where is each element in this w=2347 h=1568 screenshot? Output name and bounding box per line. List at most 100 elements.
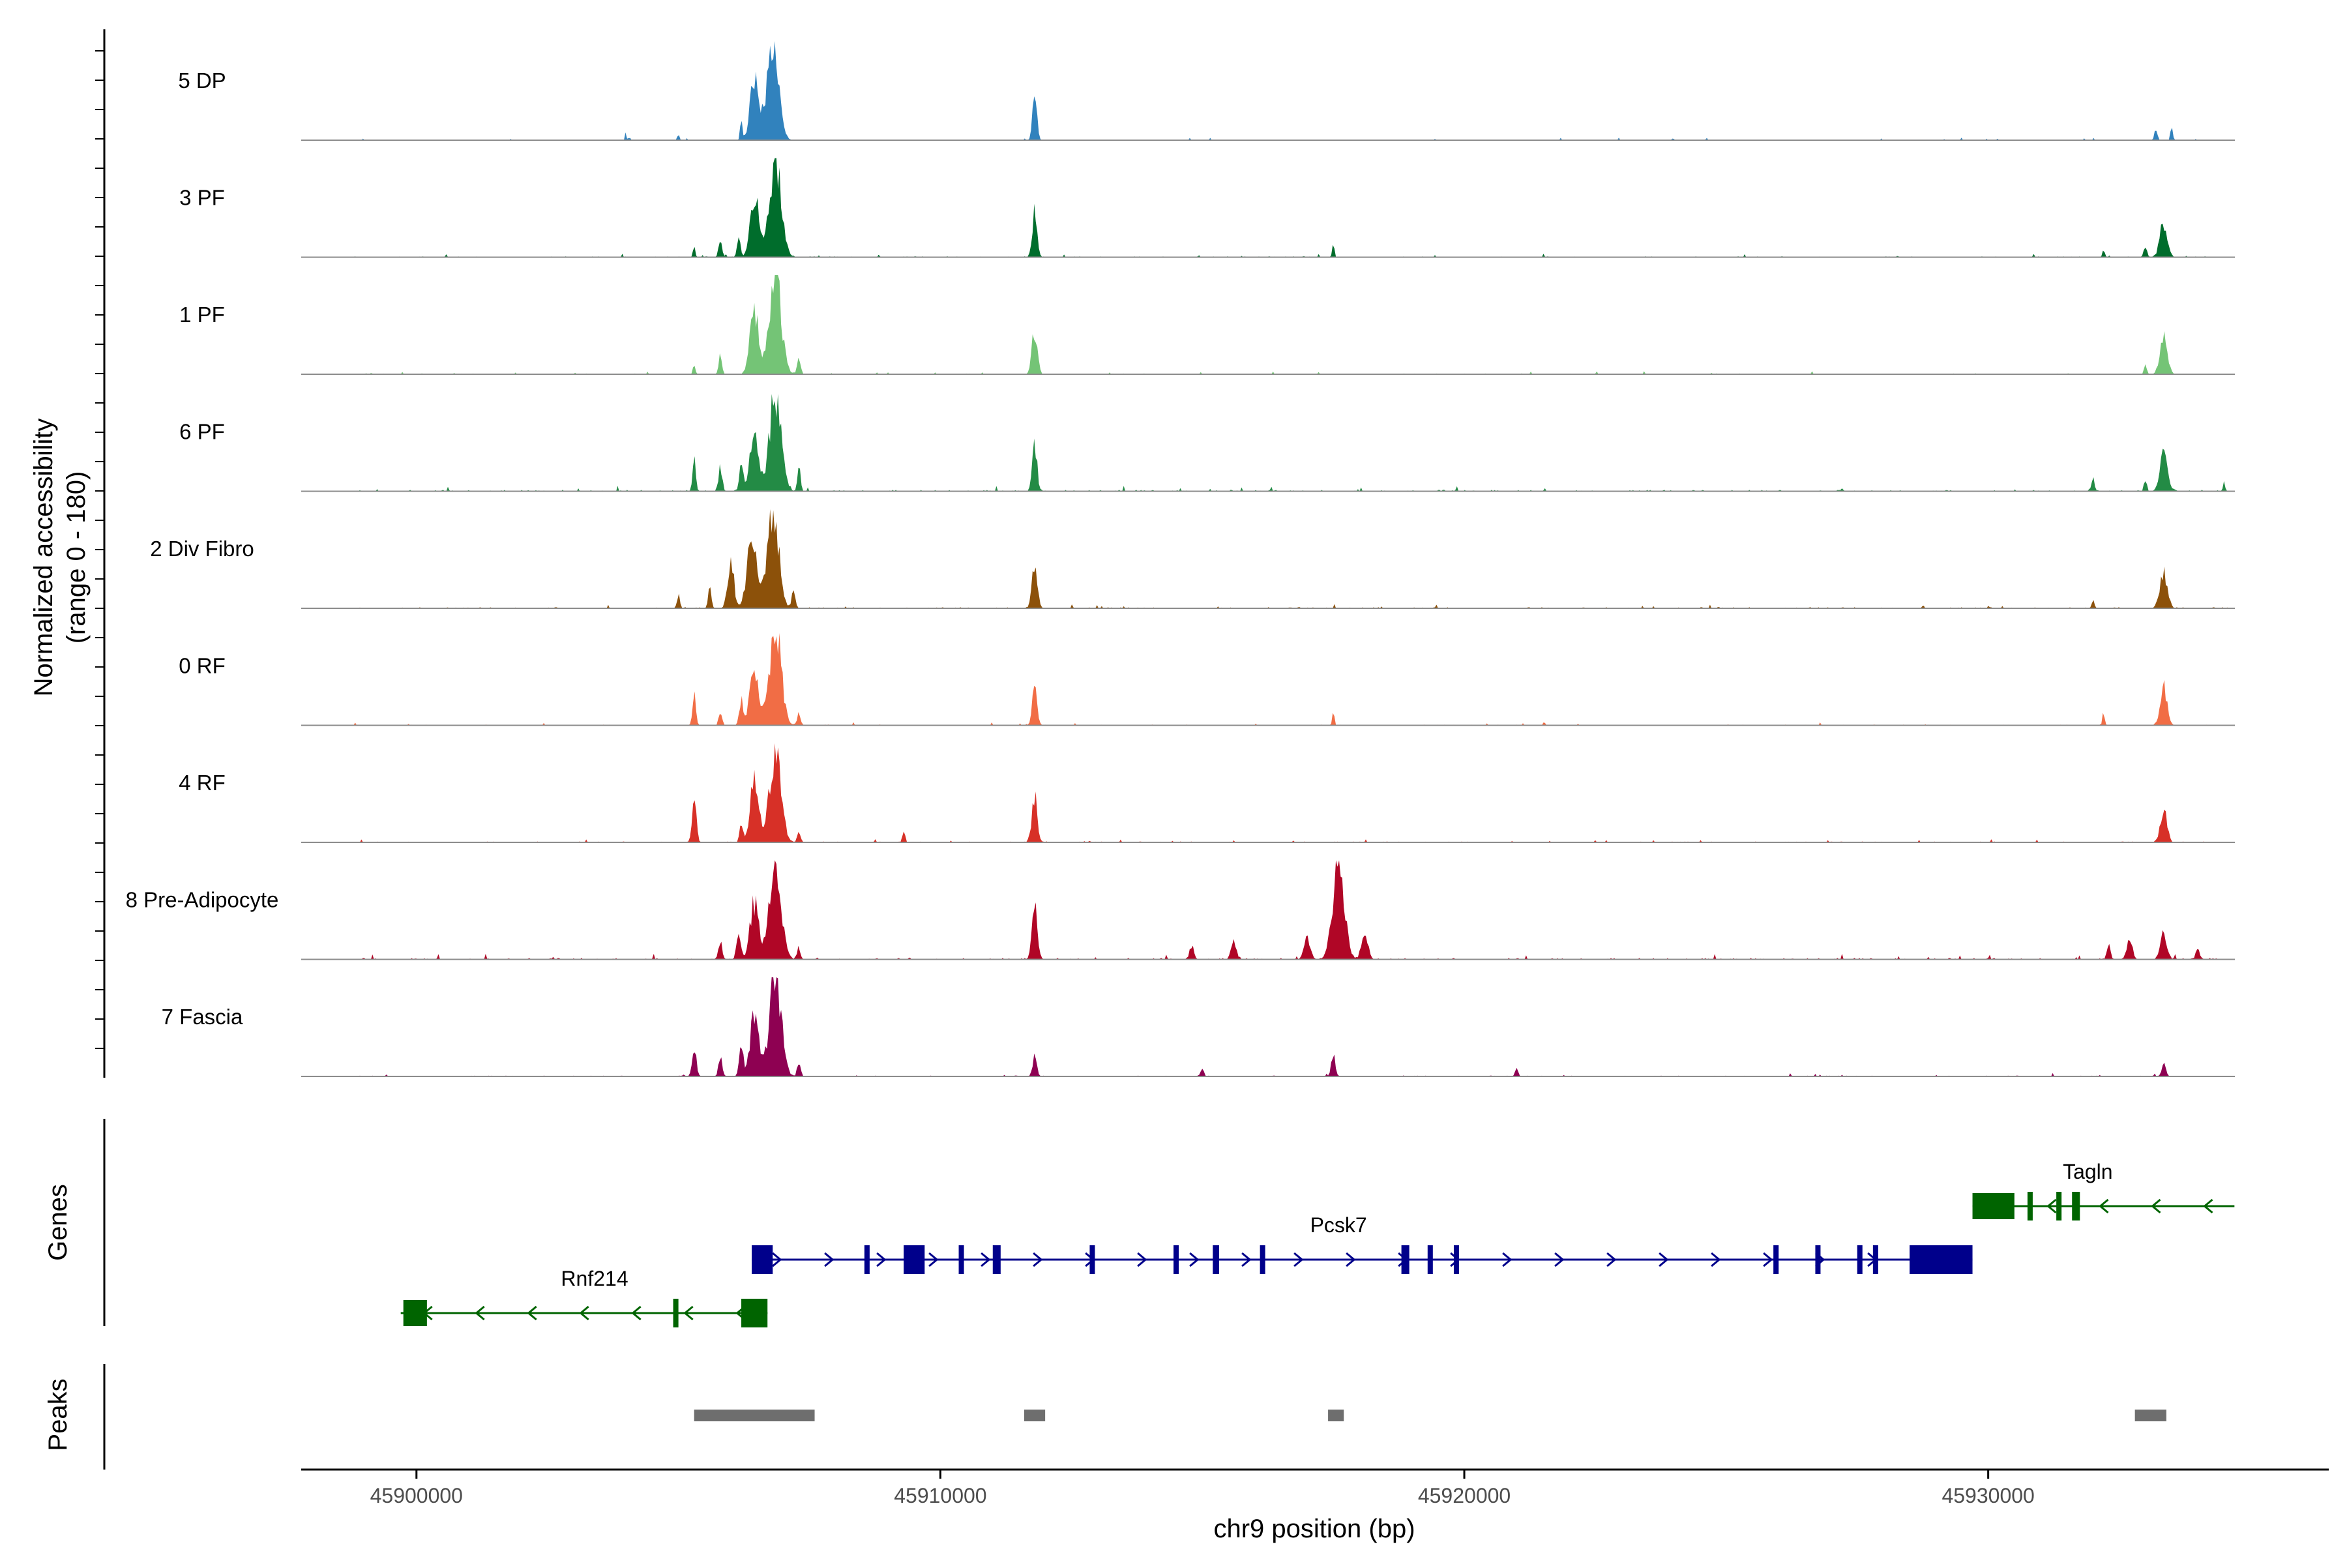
track-label: 0 RF xyxy=(179,654,226,678)
gene-exon xyxy=(1872,1245,1878,1274)
strand-arrow xyxy=(1763,1252,1773,1267)
gene-tagln: Tagln xyxy=(1972,1160,2235,1220)
track-6-pf: 6 PF xyxy=(179,394,2235,492)
gene-exon xyxy=(958,1245,964,1274)
coverage-y-axis xyxy=(95,29,106,1078)
gene-exon xyxy=(1857,1245,1863,1274)
gene-rnf214: Rnf214 xyxy=(400,1267,768,1327)
track-5-dp: 5 DP xyxy=(178,41,2235,141)
gene-exon xyxy=(2056,1192,2062,1220)
coverage-tracks: 5 DP 3 PF 1 PF 6 PF 2 Div Fibro 0 RF 4 RF 8 Pre… xyxy=(126,41,2235,1077)
gene-label: Rnf214 xyxy=(561,1267,628,1290)
y-axis-title: Normalized accessibility xyxy=(29,419,58,697)
coverage-area xyxy=(353,41,2230,140)
x-tick-label: 45920000 xyxy=(1418,1484,1511,1507)
peak-region xyxy=(1024,1410,1046,1421)
strand-arrow xyxy=(1241,1252,1252,1267)
track-2-div-fibro: 2 Div Fibro xyxy=(150,509,2235,609)
gene-label: Tagln xyxy=(2063,1160,2113,1183)
track-8-pre-adipocyte: 8 Pre-Adipocyte xyxy=(126,860,2235,960)
track-1-pf: 1 PF xyxy=(179,275,2235,375)
gene-exon xyxy=(1910,1245,1973,1274)
strand-arrow xyxy=(1659,1252,1669,1267)
track-4-rf: 4 RF xyxy=(179,743,2235,843)
peak-region xyxy=(1328,1410,1344,1421)
track-0-rf: 0 RF xyxy=(179,632,2235,726)
gene-exon xyxy=(2072,1192,2080,1220)
gene-exon xyxy=(752,1245,773,1274)
track-3-pf: 3 PF xyxy=(179,158,2235,258)
x-axis: 45900000 45910000 45920000 45930000 xyxy=(301,1468,2329,1507)
coverage-area xyxy=(353,632,2230,726)
x-tick-label: 45900000 xyxy=(370,1484,463,1507)
peak-region xyxy=(694,1410,815,1421)
strand-arrow xyxy=(2046,1198,2057,1214)
gene-exon xyxy=(1260,1245,1265,1274)
strand-arrow xyxy=(2203,1198,2213,1214)
strand-arrow xyxy=(683,1305,694,1321)
x-tick-label: 45930000 xyxy=(1941,1484,2034,1507)
peaks-panel xyxy=(103,1364,2166,1470)
coverage-area xyxy=(353,977,2230,1076)
track-label: 1 PF xyxy=(179,303,225,327)
strand-arrow xyxy=(1606,1252,1617,1267)
coverage-area xyxy=(353,860,2230,960)
strand-arrow xyxy=(579,1305,589,1321)
gene-exon xyxy=(1773,1245,1779,1274)
strand-arrow xyxy=(1711,1252,1721,1267)
track-label: 7 Fascia xyxy=(162,1005,243,1029)
strand-arrow xyxy=(1137,1252,1147,1267)
strand-arrow xyxy=(1033,1252,1043,1267)
gene-exon xyxy=(1213,1245,1219,1274)
strand-arrow xyxy=(1189,1252,1200,1267)
gene-exon xyxy=(741,1299,768,1327)
genes-panel-title: Genes xyxy=(44,1184,72,1261)
gene-exon xyxy=(864,1245,870,1274)
strand-arrow xyxy=(876,1252,887,1267)
x-axis-title: chr9 position (bp) xyxy=(1213,1515,1415,1543)
track-label: 3 PF xyxy=(179,186,225,210)
peaks-panel-title: Peaks xyxy=(44,1378,72,1451)
strand-arrow xyxy=(2151,1198,2161,1214)
strand-arrow xyxy=(631,1305,642,1321)
strand-arrow xyxy=(1293,1252,1304,1267)
track-label: 8 Pre-Adipocyte xyxy=(126,888,279,912)
x-tick-label: 45910000 xyxy=(894,1484,986,1507)
strand-arrow xyxy=(527,1305,537,1321)
gene-exon xyxy=(1089,1245,1095,1274)
gene-exon xyxy=(1453,1245,1459,1274)
coverage-area xyxy=(353,158,2230,258)
gene-exon xyxy=(1427,1245,1433,1274)
gene-exon xyxy=(2027,1192,2033,1220)
strand-arrow xyxy=(928,1252,939,1267)
strand-arrow xyxy=(1502,1252,1513,1267)
coverage-area xyxy=(353,394,2230,492)
coverage-area xyxy=(353,275,2230,374)
track-7-fascia: 7 Fascia xyxy=(162,977,2235,1077)
coverage-area xyxy=(353,509,2230,608)
gene-exon xyxy=(992,1245,1001,1274)
track-label: 4 RF xyxy=(179,771,226,795)
coverage-area xyxy=(353,743,2230,842)
strand-arrow xyxy=(824,1252,834,1267)
strand-arrow xyxy=(772,1252,782,1267)
gene-exon xyxy=(1174,1245,1179,1274)
gene-exon xyxy=(1401,1245,1410,1274)
gene-exon xyxy=(1815,1245,1821,1274)
gene-pcsk7: Pcsk7 xyxy=(752,1213,1973,1274)
peak-region xyxy=(2134,1410,2166,1421)
track-label: 2 Div Fibro xyxy=(150,537,254,561)
track-label: 5 DP xyxy=(178,68,226,93)
gene-label: Pcsk7 xyxy=(1310,1213,1367,1237)
genes-panel: Rnf214 Pcsk7 Tagln xyxy=(103,1119,2235,1327)
gene-exon xyxy=(904,1245,925,1274)
strand-arrow xyxy=(1554,1252,1565,1267)
strand-arrow xyxy=(1346,1252,1356,1267)
y-axis-range: (range 0 - 180) xyxy=(62,471,91,644)
strand-arrow xyxy=(2099,1198,2109,1214)
gene-exon xyxy=(1972,1193,2015,1219)
gene-exon xyxy=(673,1299,679,1327)
strand-arrow xyxy=(981,1252,991,1267)
